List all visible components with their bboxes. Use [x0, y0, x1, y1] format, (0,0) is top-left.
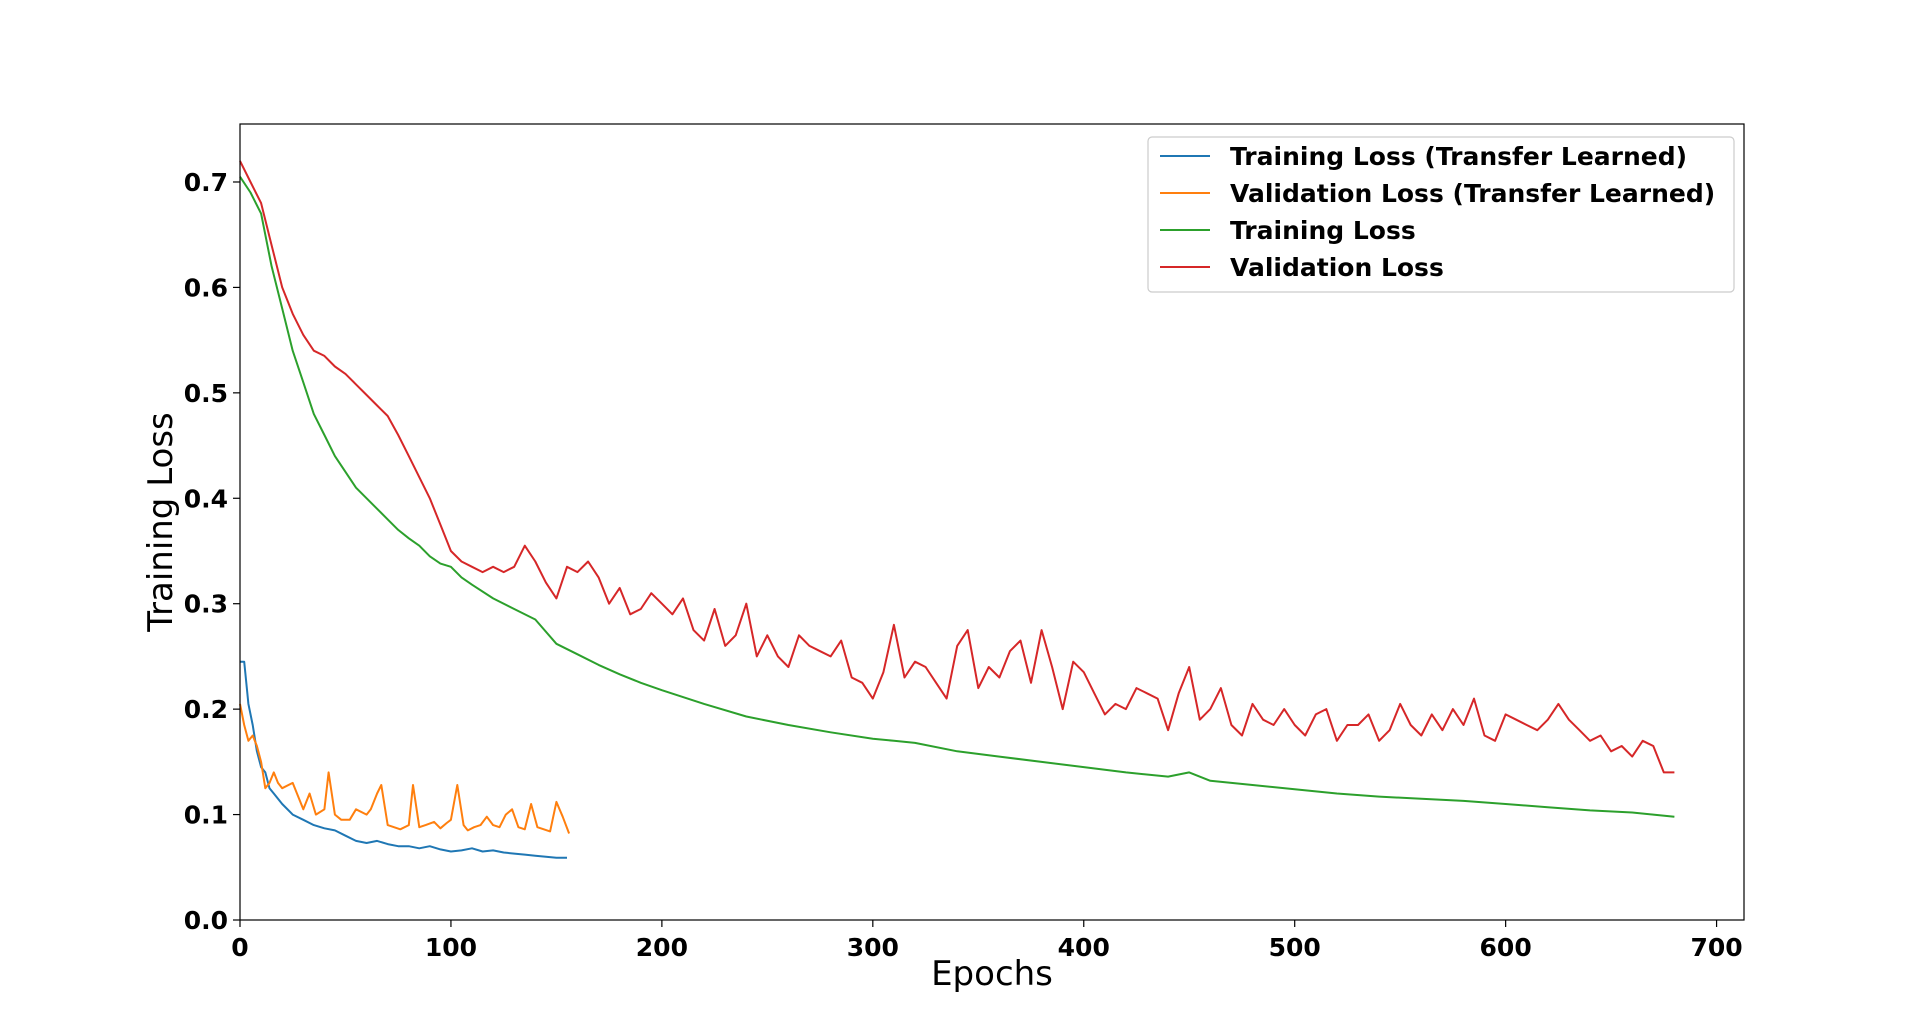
- y-tick-label: 0.3: [184, 590, 228, 619]
- x-tick-label: 0: [231, 933, 248, 962]
- x-tick-label: 300: [847, 933, 899, 962]
- series-line-2: [239, 703, 571, 834]
- y-tick-label: 0.5: [184, 379, 228, 408]
- x-axis-title: Epochs: [931, 954, 1053, 994]
- x-axis: 0 100 200 300 400 500 600 700: [231, 920, 1743, 962]
- y-tick-label: 0.7: [184, 168, 228, 197]
- legend-label-3: Training Loss: [1230, 216, 1416, 245]
- x-tick-label: 400: [1058, 933, 1110, 962]
- x-tick-label: 100: [425, 933, 477, 962]
- x-tick-label: 200: [636, 933, 688, 962]
- plot-frame: [239, 123, 1745, 921]
- legend-label-4: Validation Loss: [1230, 253, 1444, 282]
- legend-label-2: Validation Loss (Transfer Learned): [1230, 179, 1715, 208]
- x-tick-label: 600: [1480, 933, 1532, 962]
- series-line-1: [240, 660, 567, 859]
- legend-box: [1147, 136, 1735, 293]
- y-axis: 0.0 0.1 0.2 0.3 0.4 0.5 0.6 0.7: [184, 168, 240, 935]
- y-tick-label: 0.0: [184, 906, 228, 935]
- legend: Training Loss (Transfer Learned) Validati…: [1147, 136, 1735, 293]
- y-tick-label: 0.4: [184, 484, 228, 513]
- series-line-4: [239, 160, 1675, 774]
- y-tick-label: 0.1: [184, 801, 228, 830]
- x-tick-label: 700: [1690, 933, 1742, 962]
- y-axis-title: Training Loss: [141, 412, 181, 633]
- series-line-3: [239, 176, 1675, 818]
- x-tick-label: 500: [1269, 933, 1321, 962]
- series-layer: [239, 160, 1675, 859]
- y-tick-label: 0.6: [184, 273, 228, 302]
- y-tick-label: 0.2: [184, 695, 228, 724]
- legend-label-1: Training Loss (Transfer Learned): [1230, 142, 1687, 171]
